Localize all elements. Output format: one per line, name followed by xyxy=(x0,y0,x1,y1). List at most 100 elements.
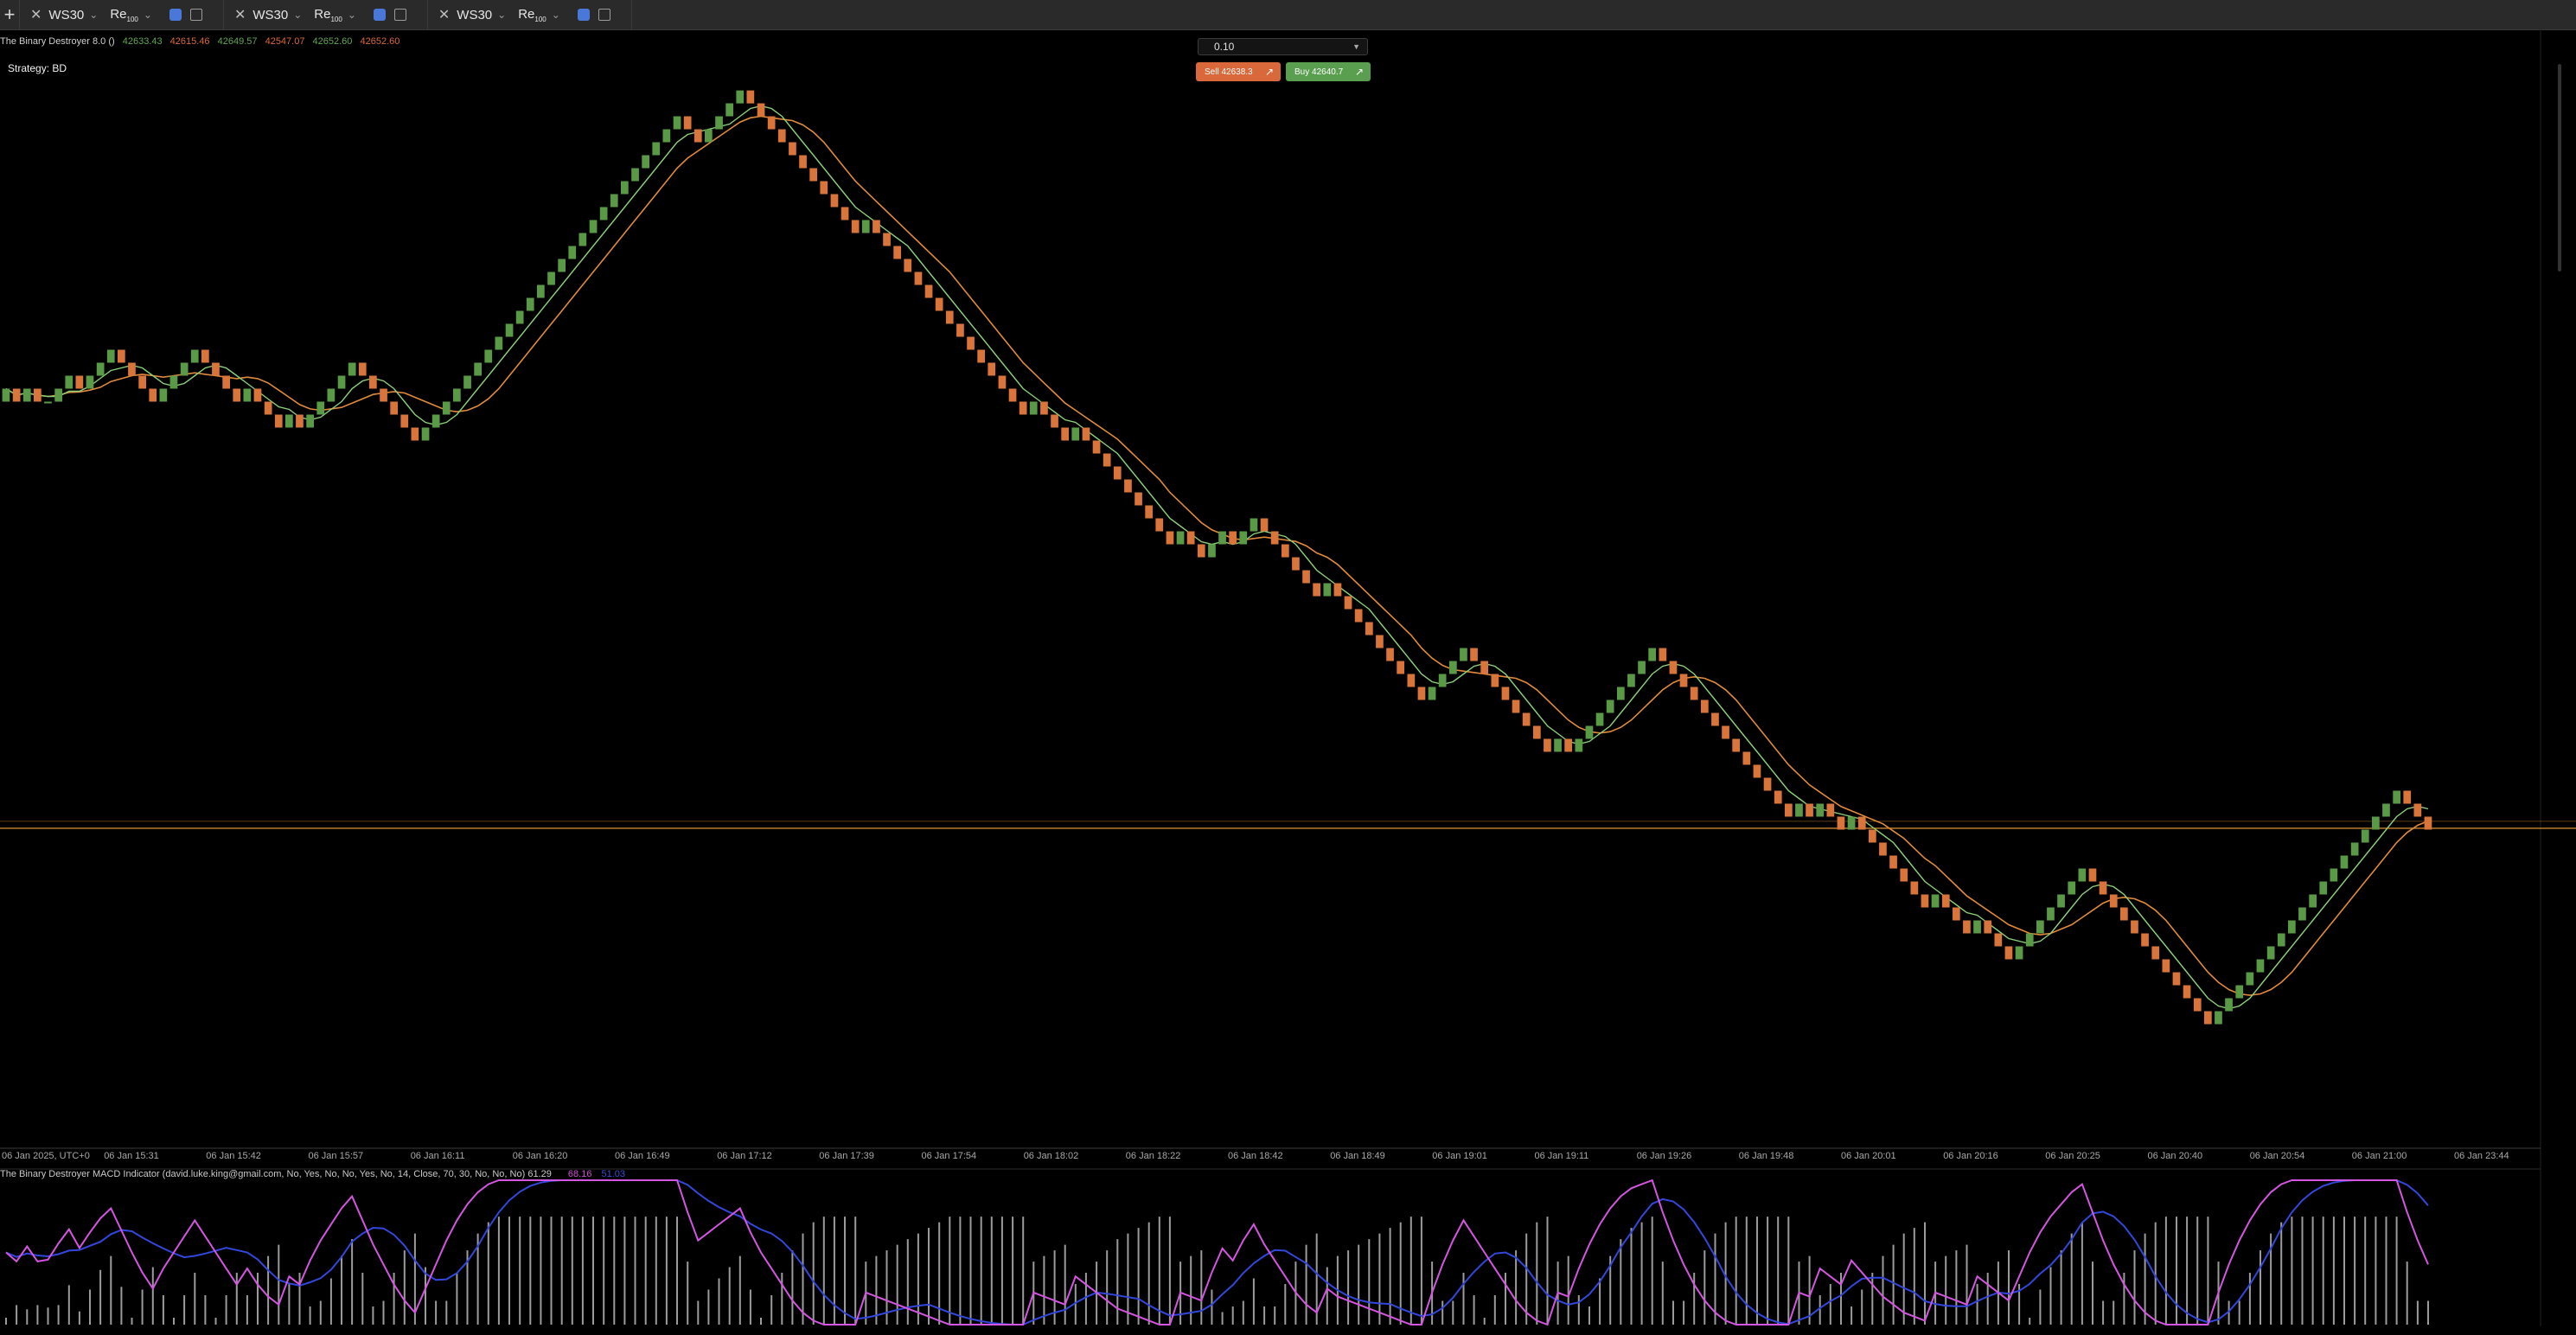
tab-chart-type[interactable]: Re100 xyxy=(518,6,547,23)
price-chart[interactable]: 06 Jan 2025, UTC+0 06 Jan 15:31 06 Jan 15:… xyxy=(0,29,2576,1335)
renko-brick xyxy=(390,401,398,415)
renko-brick xyxy=(96,362,105,376)
scrollbar[interactable] xyxy=(2558,64,2561,271)
renko-brick xyxy=(2266,946,2275,960)
renko-brick xyxy=(1816,803,1825,817)
chevron-down-icon[interactable]: ⌄ xyxy=(497,9,507,21)
chevron-down-icon[interactable]: ⌄ xyxy=(89,9,99,21)
chevron-down-icon[interactable]: ⌄ xyxy=(347,9,356,21)
chevron-down-icon[interactable]: ⌄ xyxy=(293,9,303,21)
strategy-icon[interactable] xyxy=(577,9,590,21)
renko-brick xyxy=(777,129,786,143)
renko-brick xyxy=(1575,738,1583,752)
renko-brick xyxy=(1029,401,1038,415)
indicator-value: 42649.57 xyxy=(217,36,258,47)
renko-brick xyxy=(1973,920,1981,934)
renko-brick xyxy=(2004,946,2013,960)
indicator-value: 42652.60 xyxy=(312,36,353,47)
macd-header: The Binary Destroyer MACD Indicator (dav… xyxy=(0,1169,625,1179)
renko-brick xyxy=(1785,803,1793,817)
strategy-icon[interactable] xyxy=(373,9,386,21)
chevron-down-icon[interactable]: ⌄ xyxy=(143,9,152,21)
add-tab-button[interactable]: + xyxy=(0,0,20,29)
renko-brick xyxy=(1092,440,1101,454)
renko-brick xyxy=(746,90,755,104)
renko-brick xyxy=(1145,505,1153,519)
renko-brick xyxy=(1837,816,1845,830)
renko-brick xyxy=(1879,842,1887,856)
renko-brick xyxy=(904,259,912,272)
renko-brick xyxy=(1869,829,1876,843)
lot-size-input[interactable]: 0.10 ▼ xyxy=(1198,38,1368,55)
close-icon[interactable]: ✕ xyxy=(30,8,42,22)
renko-brick xyxy=(118,349,125,363)
arrow-icon: ↗ xyxy=(1354,66,1364,78)
chart-tab-1[interactable]: ✕ WS30 ⌄ Re100 ⌄ xyxy=(20,0,224,29)
renko-brick xyxy=(1522,712,1531,726)
external-link-icon[interactable] xyxy=(189,9,202,21)
renko-brick xyxy=(348,362,356,376)
close-icon[interactable]: ✕ xyxy=(233,8,246,22)
renko-brick xyxy=(1008,388,1017,402)
chart-tab-2[interactable]: ✕ WS30 ⌄ Re100 ⌄ xyxy=(224,0,428,29)
renko-brick xyxy=(599,207,608,220)
external-link-icon[interactable] xyxy=(598,9,610,21)
renko-brick xyxy=(1627,674,1635,687)
renko-brick xyxy=(1606,699,1614,713)
renko-brick xyxy=(1753,764,1761,778)
renko-brick xyxy=(537,284,545,298)
buy-button[interactable]: Buy 42640.7 ↗ xyxy=(1286,62,1371,81)
renko-brick xyxy=(1166,531,1174,545)
time-tick-label: 06 Jan 15:57 xyxy=(309,1151,364,1161)
renko-brick xyxy=(1617,687,1625,700)
close-icon[interactable]: ✕ xyxy=(438,8,451,22)
renko-brick xyxy=(621,181,629,195)
strategy-icon[interactable] xyxy=(169,9,182,21)
tab-chart-type[interactable]: Re100 xyxy=(110,6,138,23)
renko-brick xyxy=(1208,544,1216,558)
macd-value: 68.16 xyxy=(567,1169,592,1179)
external-link-icon[interactable] xyxy=(393,9,406,21)
time-tick-label: 06 Jan 18:42 xyxy=(1228,1151,1283,1161)
renko-brick xyxy=(1428,687,1436,700)
renko-brick xyxy=(725,103,733,117)
renko-brick xyxy=(1701,699,1709,713)
renko-brick xyxy=(1763,777,1772,791)
chart-tab-3[interactable]: ✕ WS30 ⌄ Re100 ⌄ xyxy=(428,0,632,29)
renko-brick xyxy=(1438,674,1447,687)
chevron-down-icon[interactable]: ⌄ xyxy=(551,9,560,21)
fast-ma-line xyxy=(5,105,2429,1010)
renko-brick xyxy=(1679,674,1688,687)
renko-brick xyxy=(22,388,31,402)
renko-brick xyxy=(1857,816,1866,830)
renko-brick xyxy=(12,388,21,402)
time-tick-label: 06 Jan 19:11 xyxy=(1535,1151,1589,1161)
renko-brick xyxy=(1260,518,1269,532)
renko-brick xyxy=(2204,1011,2212,1025)
renko-brick xyxy=(2109,894,2118,908)
renko-brick xyxy=(2372,816,2380,830)
renko-brick xyxy=(44,401,52,404)
renko-brick xyxy=(1480,661,1488,674)
sell-button[interactable]: Sell 42638.3 ↗ xyxy=(1196,62,1281,81)
renko-brick xyxy=(1282,544,1289,558)
renko-brick xyxy=(2131,920,2138,934)
chevron-down-icon[interactable]: ▼ xyxy=(1352,42,1360,51)
renko-brick xyxy=(169,375,178,389)
time-tick-label: 06 Jan 23:44 xyxy=(2454,1151,2509,1161)
renko-brick xyxy=(1071,427,1080,441)
indicator-value: 42633.43 xyxy=(122,36,163,47)
time-tick-label: 06 Jan 21:00 xyxy=(2352,1151,2407,1161)
macd-name: The Binary Destroyer MACD Indicator (dav… xyxy=(0,1169,552,1179)
renko-brick xyxy=(1040,401,1048,415)
signal-value: 51.03 xyxy=(601,1169,626,1179)
tab-chart-type[interactable]: Re100 xyxy=(314,6,342,23)
renko-brick xyxy=(1994,933,2003,947)
renko-brick xyxy=(956,323,964,337)
renko-brick xyxy=(1774,790,1782,804)
renko-brick xyxy=(2350,842,2359,856)
renko-brick xyxy=(526,297,534,311)
renko-brick xyxy=(2235,985,2244,999)
time-tick-label: 06 Jan 19:48 xyxy=(1739,1151,1794,1161)
buy-label: Buy 42640.7 xyxy=(1294,67,1344,77)
